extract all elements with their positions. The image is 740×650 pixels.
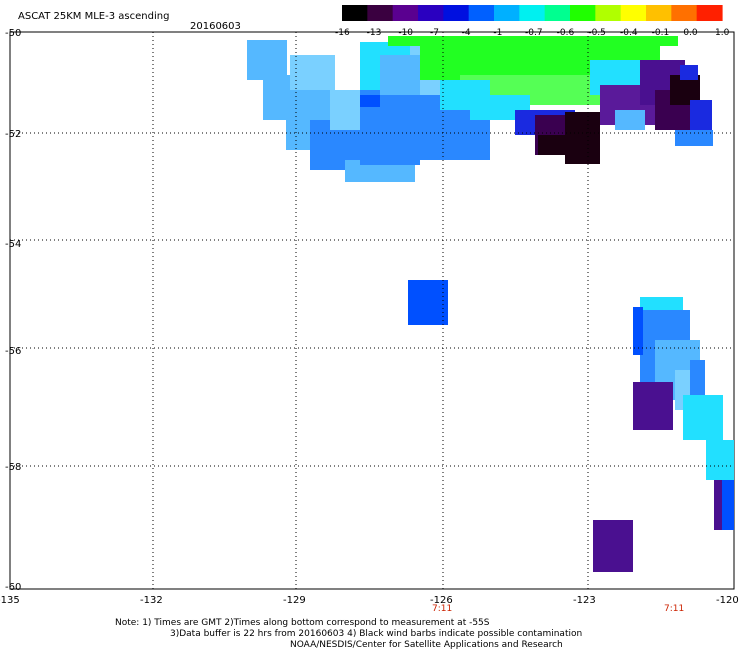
colorbar-swatch [544,5,571,21]
lon-label-132: -132 [140,595,163,606]
wind-cell [360,95,380,107]
colorbar-label: -0.7 [525,28,543,38]
colorbar-label: -13 [367,28,382,38]
wind-cell [593,520,633,572]
map-title: ASCAT 25KM MLE-3 ascending [18,11,169,22]
wind-cell [408,280,448,325]
wind-cell [615,110,645,130]
lon-label-120: -120 [716,595,739,606]
colorbar-swatch [570,5,596,21]
time-label-1: 7:11 [432,604,452,614]
colorbar-swatch [392,5,419,21]
colorbar-swatch [595,5,622,21]
note-line-2: 3)Data buffer is 22 hrs from 20160603 4)… [170,629,582,639]
wind-cell [247,40,287,80]
lat-label-58: -58 [5,462,21,473]
wind-cell [690,100,712,138]
lat-label-54: -54 [5,239,21,250]
colorbar-label: -10 [398,28,413,38]
colorbar-swatch [443,5,470,21]
wind-cell [633,307,643,355]
colorbar-label: -16 [335,28,350,38]
colorbar-swatch [418,5,444,21]
colorbar-label: -0.1 [652,28,670,38]
colorbar-label: -1 [493,28,502,38]
colorbar-swatch [342,5,368,21]
lat-label-52: -52 [5,129,21,140]
colorbar-label: 0.0 [683,28,698,38]
colorbar-label: -0.5 [588,28,606,38]
map-date: 20160603 [190,21,241,32]
wind-cell [345,160,415,182]
colorbar-labels: -16 -13 -10 -7 -4 -1 -0.7 -0.6 -0.5 -0.4 -0.1 0.0 1.… [335,28,730,38]
lon-label-123: -123 [573,595,596,606]
wind-cell [675,130,713,146]
colorbar-swatch [671,5,698,21]
lon-label-129: -129 [283,595,306,606]
note-line-1: Note: 1) Times are GMT 2)Times along bot… [115,618,490,628]
wind-cell [706,440,734,480]
colorbar-label: -7 [430,28,439,38]
colorbar-swatch [646,5,672,21]
wind-cell [714,480,722,530]
lat-label-56: -56 [5,346,21,357]
colorbar-swatch [519,5,546,21]
lat-label-60: -60 [5,582,21,593]
wind-cell [690,360,705,400]
colorbar-swatch [367,5,394,21]
lat-label-50: -50 [5,28,21,39]
colorbar-swatch [494,5,520,21]
colorbar-swatch [696,5,723,21]
colorbar-label: -4 [462,28,471,38]
wind-cell [565,112,600,164]
wind-data-layer [247,36,734,572]
colorbar-label: -0.6 [557,28,575,38]
note-line-3: NOAA/NESDIS/Center for Satellite Applica… [290,640,563,650]
wind-cell [633,382,673,430]
wind-cell [680,65,698,80]
lon-label-135: -135 [0,595,20,606]
wind-cell [683,395,723,440]
colorbar-swatch [468,5,495,21]
time-label-2: 7:11 [664,604,684,614]
colorbar-label: 1.0 [715,28,730,38]
colorbar [342,5,723,21]
grid-lines [10,32,734,589]
wind-cell [640,297,683,312]
wind-cell [380,55,420,95]
wind-cell [440,80,490,110]
colorbar-swatch [620,5,647,21]
lon-label-126: -126 [430,595,453,606]
colorbar-label: -0.4 [620,28,638,38]
